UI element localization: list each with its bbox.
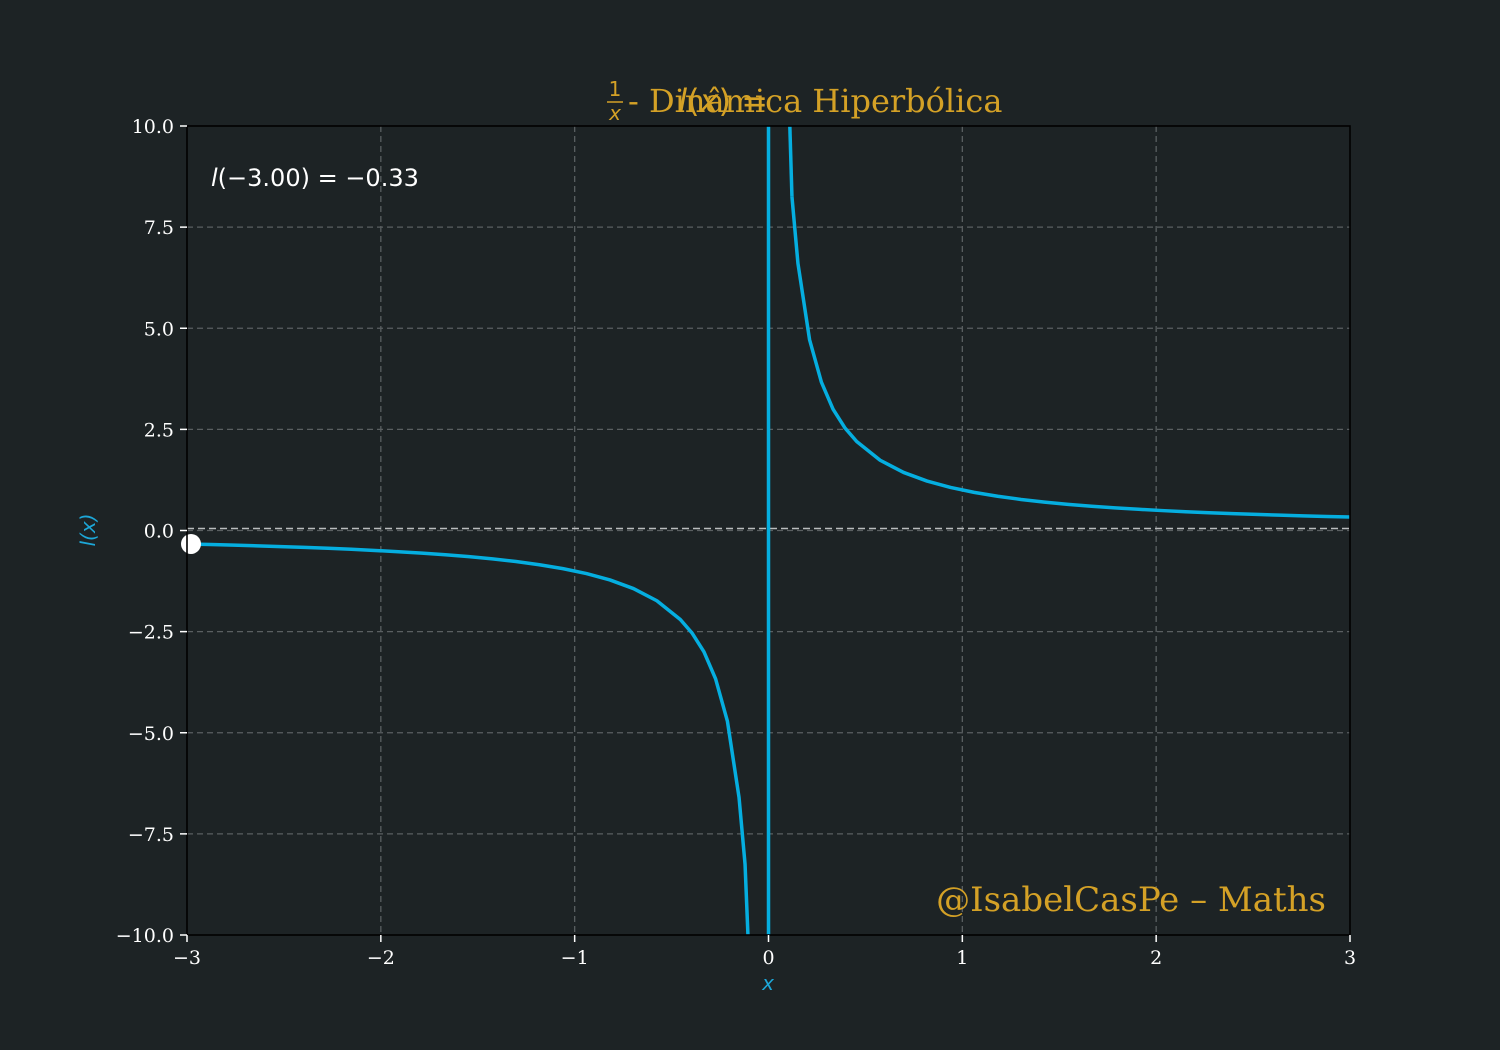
x-axis-label: x [761, 971, 774, 995]
title-close-paren: ) = [719, 82, 768, 120]
x-tick-label: 1 [956, 947, 968, 969]
annotation-eq: = −0.33 [310, 164, 419, 192]
annotation-arg: (−3.00) [218, 164, 310, 192]
y-tick-label: 7.5 [144, 217, 174, 239]
chart-title: l(x) = [678, 82, 768, 120]
x-tick-label: 3 [1344, 947, 1356, 969]
watermark: @IsabelCasPe – Maths [936, 880, 1326, 920]
title-fraction-denominator: x [608, 101, 621, 125]
series-layer [181, 125, 1351, 936]
title-open-paren: ( [687, 82, 699, 120]
x-tick-label: 0 [762, 947, 774, 969]
value-annotation: l(−3.00) = −0.33 [211, 164, 419, 192]
y-tick-label: −2.5 [128, 622, 174, 644]
title-fraction-numerator: 1 [609, 77, 622, 101]
title-var: x [699, 82, 720, 120]
annotation-func-name: l [211, 164, 218, 192]
y-tick-label: 10.0 [132, 116, 174, 138]
series-line-top-segment [788, 125, 794, 197]
title-fraction: 1 x [607, 77, 623, 125]
x-tick-label: −1 [561, 947, 589, 969]
y-axis-label: l(x) [76, 514, 100, 547]
marker-point [181, 533, 201, 554]
series-line [186, 196, 1351, 936]
y-tick-label: 2.5 [144, 419, 174, 441]
x-tick-label: 2 [1150, 947, 1162, 969]
reference-lines [187, 126, 1350, 935]
y-tick-label: 0.0 [144, 521, 174, 543]
x-tick-label: −3 [173, 947, 201, 969]
title-func-name: l [678, 82, 687, 120]
y-tick-label: −5.0 [128, 723, 174, 745]
y-tick-label: 5.0 [144, 318, 174, 340]
y-tick-label: −10.0 [116, 925, 174, 947]
title-suffix: - Dinâmica Hiperbólica [628, 82, 1002, 120]
y-axis-ticks: −10.0 −7.5 −5.0 −2.5 0.0 2.5 5.0 7.5 10.0 [116, 116, 187, 947]
x-tick-label: −2 [367, 947, 395, 969]
y-tick-label: −7.5 [128, 824, 174, 846]
x-axis-ticks: −3 −2 −1 0 1 2 3 [173, 935, 1356, 969]
